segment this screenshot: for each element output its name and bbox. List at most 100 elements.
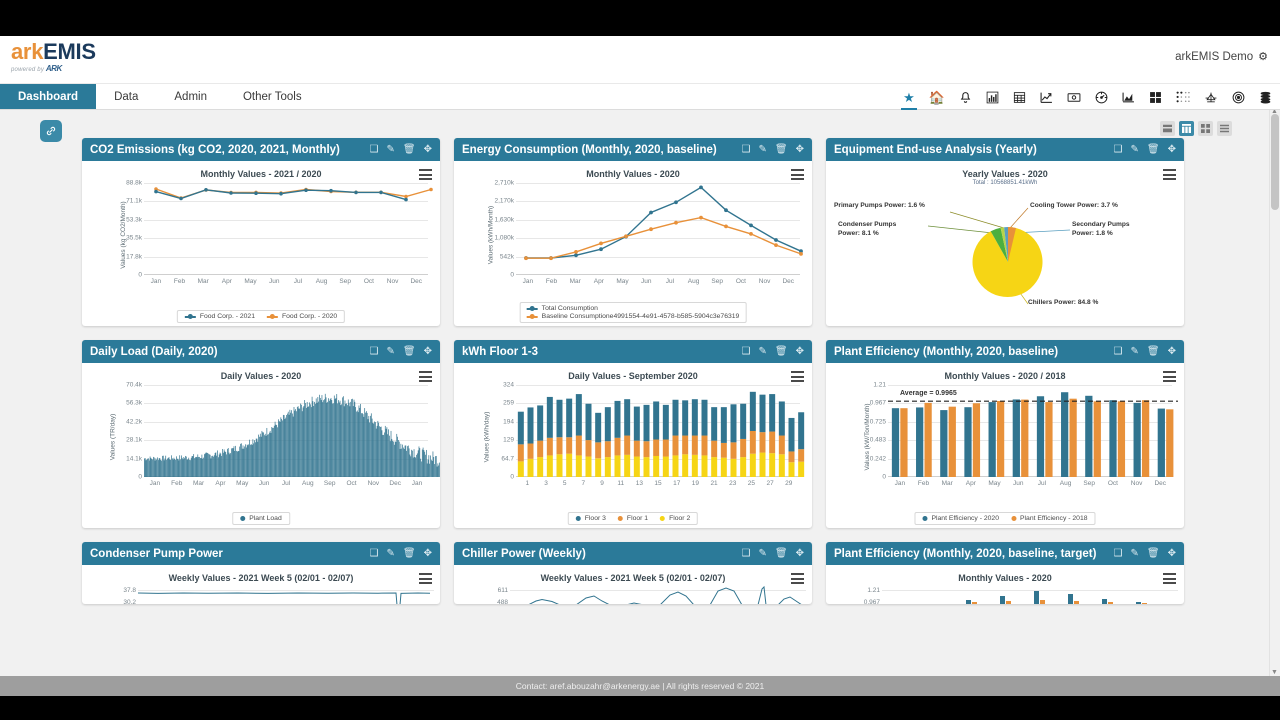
grid-icon[interactable] bbox=[1149, 91, 1162, 104]
chart-menu-icon[interactable] bbox=[791, 371, 804, 385]
move-icon[interactable]: ✥ bbox=[1167, 345, 1176, 357]
scrollbar-thumb[interactable] bbox=[1271, 114, 1279, 210]
content-scrollbar[interactable]: ▲ ▼ bbox=[1269, 110, 1280, 676]
move-icon[interactable]: ✥ bbox=[423, 345, 432, 357]
delete-icon[interactable]: 🗑 bbox=[1146, 345, 1160, 357]
legend-item[interactable]: Food Corp. - 2021 bbox=[184, 313, 255, 320]
chart-svg bbox=[966, 591, 1147, 604]
bell-icon[interactable] bbox=[959, 91, 972, 104]
chart-menu-icon[interactable] bbox=[791, 169, 804, 183]
grid-view-icon[interactable] bbox=[1179, 121, 1194, 136]
edit-icon[interactable]: ✎ bbox=[386, 547, 395, 559]
star-icon[interactable]: ★ bbox=[901, 89, 917, 110]
plot-panel bbox=[516, 183, 803, 275]
expand-icon[interactable]: ❑ bbox=[369, 143, 379, 155]
edit-icon[interactable]: ✎ bbox=[1130, 547, 1139, 559]
legend-item[interactable]: Plant Efficiency - 2020 bbox=[922, 515, 999, 522]
scales-icon[interactable] bbox=[1204, 91, 1218, 104]
x-tick: 29 bbox=[785, 480, 793, 487]
delete-icon[interactable]: 🗑 bbox=[774, 143, 788, 155]
target-icon[interactable] bbox=[1232, 91, 1245, 104]
legend-item[interactable]: Total Consumption bbox=[526, 305, 598, 312]
move-icon[interactable]: ✥ bbox=[1167, 547, 1176, 559]
expand-icon[interactable]: ❑ bbox=[1113, 345, 1123, 357]
chart-menu-icon[interactable] bbox=[791, 573, 804, 587]
expand-icon[interactable]: ❑ bbox=[741, 547, 751, 559]
chart-menu-icon[interactable] bbox=[1163, 573, 1176, 587]
expand-icon[interactable]: ❑ bbox=[1113, 547, 1123, 559]
edit-icon[interactable]: ✎ bbox=[386, 345, 395, 357]
legend-item[interactable]: Floor 1 bbox=[617, 515, 648, 522]
widget-card-plant-efficiency: Plant Efficiency (Monthly, 2020, baselin… bbox=[826, 340, 1184, 528]
move-icon[interactable]: ✥ bbox=[1167, 143, 1176, 155]
database-icon[interactable] bbox=[1259, 91, 1272, 104]
edit-icon[interactable]: ✎ bbox=[1130, 143, 1139, 155]
bar-chart-icon[interactable] bbox=[986, 91, 999, 104]
edit-icon[interactable]: ✎ bbox=[758, 547, 767, 559]
list-view-icon[interactable] bbox=[1160, 121, 1175, 136]
edit-icon[interactable]: ✎ bbox=[1130, 345, 1139, 357]
rows-view-icon[interactable] bbox=[1217, 121, 1232, 136]
chart-menu-icon[interactable] bbox=[419, 371, 432, 385]
area-chart-icon[interactable] bbox=[1122, 91, 1135, 104]
expand-icon[interactable]: ❑ bbox=[369, 345, 379, 357]
nav-item-other-tools[interactable]: Other Tools bbox=[242, 90, 302, 103]
x-tick: 5 bbox=[562, 480, 567, 487]
money-icon[interactable] bbox=[1067, 91, 1081, 104]
expand-icon[interactable]: ❑ bbox=[741, 143, 751, 155]
pie-label-condenser-pumps: Condenser Pumps Power: 8.1 % bbox=[838, 220, 896, 238]
legend-item[interactable]: Baseline Consumptione4991554-4e91-4578-b… bbox=[526, 313, 739, 320]
scroll-down-arrow[interactable]: ▼ bbox=[1271, 669, 1278, 676]
chart-menu-icon[interactable] bbox=[1163, 371, 1176, 385]
x-tick: Sep bbox=[711, 278, 723, 285]
nav-item-data[interactable]: Data bbox=[114, 90, 139, 103]
letterbox-top bbox=[0, 0, 1280, 36]
delete-icon[interactable]: 🗑 bbox=[774, 345, 788, 357]
chart-menu-icon[interactable] bbox=[1163, 169, 1176, 183]
chart-title: Monthly Values - 2020 bbox=[586, 169, 680, 179]
card-actions: ❑ ✎ 🗑 ✥ bbox=[369, 547, 432, 559]
edit-icon[interactable]: ✎ bbox=[758, 143, 767, 155]
chart-menu-icon[interactable] bbox=[419, 573, 432, 587]
nav-item-dashboard[interactable]: Dashboard bbox=[0, 84, 97, 109]
move-icon[interactable]: ✥ bbox=[795, 547, 804, 559]
table-icon[interactable] bbox=[1013, 91, 1026, 104]
legend-item[interactable]: Food Corp. - 2020 bbox=[267, 313, 337, 320]
edit-icon[interactable]: ✎ bbox=[386, 143, 395, 155]
home-icon[interactable]: 🏠 bbox=[928, 89, 945, 105]
move-icon[interactable]: ✥ bbox=[423, 143, 432, 155]
delete-icon[interactable]: 🗑 bbox=[402, 345, 416, 357]
expand-icon[interactable]: ❑ bbox=[1113, 143, 1123, 155]
legend-item[interactable]: Plant Efficiency - 2018 bbox=[1011, 515, 1088, 522]
y-tick: 0 bbox=[510, 473, 514, 481]
gauge-icon[interactable] bbox=[1095, 91, 1108, 104]
delete-icon[interactable]: 🗑 bbox=[1146, 547, 1160, 559]
legend-swatch bbox=[922, 516, 928, 521]
user-menu[interactable]: arkEMIS Demo ⚙ bbox=[1175, 50, 1268, 64]
move-icon[interactable]: ✥ bbox=[423, 547, 432, 559]
gear-icon[interactable]: ⚙ bbox=[1258, 51, 1268, 63]
delete-icon[interactable]: 🗑 bbox=[402, 143, 416, 155]
y-tick: 0.967 bbox=[869, 399, 886, 407]
legend-item[interactable]: Floor 2 bbox=[660, 515, 690, 522]
legend-item[interactable]: Plant Load bbox=[240, 515, 282, 522]
y-tick: 35.5k bbox=[126, 234, 142, 242]
trend-icon[interactable] bbox=[1040, 91, 1053, 104]
delete-icon[interactable]: 🗑 bbox=[402, 547, 416, 559]
expand-icon[interactable]: ❑ bbox=[369, 547, 379, 559]
scroll-up-arrow[interactable]: ▲ bbox=[1271, 110, 1278, 115]
tiles-view-icon[interactable] bbox=[1198, 121, 1213, 136]
expand-icon[interactable]: ❑ bbox=[741, 345, 751, 357]
nav-item-admin[interactable]: Admin bbox=[174, 90, 207, 103]
dots-grid-icon[interactable] bbox=[1176, 91, 1190, 104]
y-tick: 1.21 bbox=[867, 587, 880, 594]
edit-icon[interactable]: ✎ bbox=[758, 345, 767, 357]
delete-icon[interactable]: 🗑 bbox=[1146, 143, 1160, 155]
move-icon[interactable]: ✥ bbox=[795, 345, 804, 357]
move-icon[interactable]: ✥ bbox=[795, 143, 804, 155]
legend-item[interactable]: Floor 3 bbox=[575, 515, 606, 522]
link-icon-button[interactable] bbox=[40, 120, 62, 142]
main-navigation: Dashboard Data Admin Other Tools ★ 🏠 bbox=[0, 84, 1280, 110]
chart-menu-icon[interactable] bbox=[419, 169, 432, 183]
delete-icon[interactable]: 🗑 bbox=[774, 547, 788, 559]
